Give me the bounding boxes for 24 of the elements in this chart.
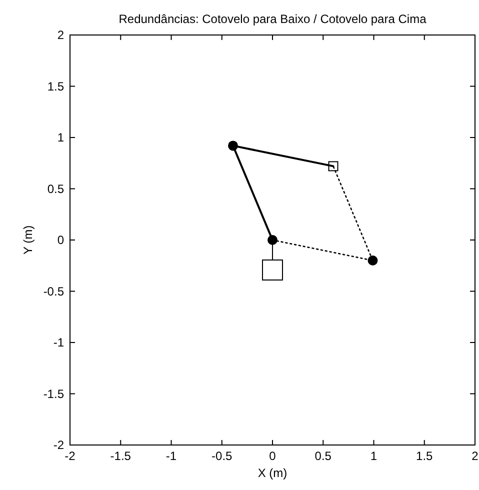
y-tick-label: -0.5 (43, 284, 64, 298)
y-tick-label: -1.5 (43, 386, 64, 401)
y-tick-label: -1 (53, 336, 64, 350)
point (268, 235, 278, 245)
x-tick-label: 0 (269, 449, 276, 463)
x-tick-label: -0.5 (212, 449, 233, 463)
x-tick-label: -1.5 (110, 449, 132, 463)
x-tick-label: 2 (472, 449, 479, 463)
y-tick-label: 0 (57, 233, 64, 247)
x-axis-title: X (m) (258, 466, 288, 480)
x-tick-label: 1.5 (416, 449, 434, 463)
point (368, 256, 378, 266)
y-axis-title: Y (m) (21, 225, 35, 255)
point (228, 140, 238, 151)
y-tick-label: 1.5 (47, 79, 64, 94)
x-tick-label: 0.5 (314, 449, 332, 463)
y-tick-label: 2 (57, 28, 64, 42)
x-tick-label: 1 (370, 449, 378, 463)
y-tick-label: 0.5 (47, 182, 64, 196)
point (328, 161, 338, 172)
chart-title: Redundâncias: Cotovelo para Baixo / Cotovelo para Cima (118, 12, 427, 26)
y-tick-label: 1 (57, 130, 64, 144)
y-tick-label: -2 (53, 438, 64, 452)
x-tick-label: -1 (166, 449, 177, 463)
